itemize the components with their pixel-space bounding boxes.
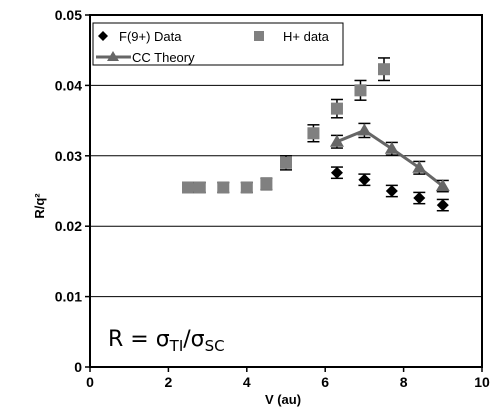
legend-square-icon [254,31,264,41]
x-tick-labels: 0 2 4 6 8 10 [86,374,490,390]
y-tick-label: 0.02 [55,218,82,234]
formula-annotation: R = σTI/σSC [108,327,225,355]
legend-diamond-icon [98,31,108,41]
y-tick-labels: 0 0.01 0.02 0.03 0.04 0.05 [55,7,82,375]
y-tick-label: 0.03 [55,148,82,164]
x-tick-label: 2 [165,374,173,390]
formula-slash: /σ [183,327,204,352]
f9-data-point [385,185,398,197]
x-tick-label: 4 [243,374,251,390]
legend-box [92,22,344,66]
h-data-point [260,177,273,190]
legend-label-f9: F(9+) Data [119,29,182,44]
f9-data-point [358,173,371,186]
formula-sub-ti: TI [169,337,184,355]
y-tick-label: 0 [74,359,82,375]
h-data-point [378,63,390,76]
formula-lhs: R = σ [108,327,170,352]
y-tick-label: 0.04 [55,77,82,93]
h-data-point [240,181,253,194]
h-data-point [182,181,194,194]
x-tick-label: 8 [400,374,408,390]
legend-triangle-icon [107,51,119,61]
legend-label-cc: CC Theory [132,50,195,65]
f9-data-point [413,192,426,205]
legend: F(9+) Data H+ data CC Theory [92,22,344,66]
cc-theory-point [329,134,344,147]
series-triangle [329,122,450,193]
h-data-point [193,181,206,194]
cc-theory-point [435,179,450,192]
series-square [182,57,390,194]
f9-data-point [330,166,343,179]
h-data-point [354,84,367,97]
cc-theory-point [384,141,399,154]
y-tick-label: 0.05 [55,7,82,23]
y-tick-label: 0.01 [55,289,82,305]
h-data-point [307,127,320,140]
h-data-point [330,102,343,115]
cc-theory-point [412,160,427,173]
h-data-point [280,156,292,169]
x-tick-label: 6 [321,374,329,390]
f9-data-point [436,199,449,212]
plot-area-frame [89,14,483,368]
x-axis-label: V (au) [265,392,301,407]
axis-ticks [85,14,483,372]
y-axis-label: R/q² [32,193,47,219]
x-tick-label: 10 [474,374,490,390]
x-tick-label: 0 [86,374,94,390]
legend-label-h: H+ data [283,29,330,44]
h-data-point [217,181,230,194]
cc-theory-point [357,123,372,136]
series-layer [182,57,450,212]
formula-sub-sc: SC [205,337,225,355]
series-diamond [330,166,449,212]
